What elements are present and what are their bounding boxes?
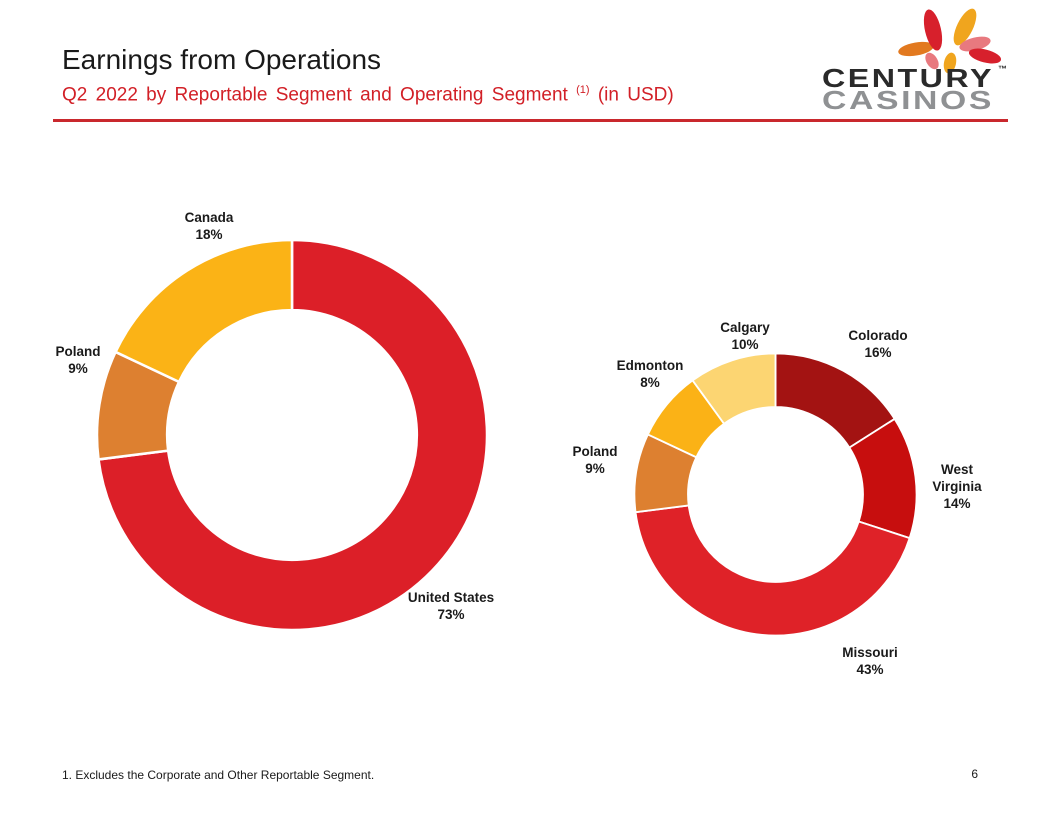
slice-label-colorado: Colorado 16% [848,327,907,361]
slice-label-canada: Canada 18% [185,209,234,243]
slice-label-edmonton: Edmonton 8% [617,357,684,391]
slice-value-text: 16% [864,345,892,360]
footnote: 1. Excludes the Corporate and Other Repo… [62,768,375,782]
slice-label-poland-left: Poland 9% [55,343,100,377]
slice-label-united-states: United States 73% [408,589,494,623]
donut-chart-reportable-segment [95,238,489,632]
slice-label-text: Poland [55,344,101,359]
slice-label-text: Calgary [720,320,770,335]
slice-value-text: 73% [437,607,465,622]
footnote-reference: (1) [576,84,590,96]
slice-label-text: Colorado [848,328,908,343]
slice-label-missouri: Missouri 43% [842,644,898,678]
page-subtitle: Q2 2022 by Reportable Segment and Operat… [62,84,674,106]
slice-value-text: 18% [195,227,223,242]
slice-label-text: United States [407,590,495,605]
slice-value-text: 9% [68,361,88,376]
logo-trademark-symbol: ™ [998,64,1007,74]
slice-value-text: 10% [731,337,759,352]
slice-label-calgary: Calgary 10% [720,319,770,353]
page-number: 6 [971,767,978,781]
slice-label-west-virginia: West Virginia 14% [918,461,996,512]
subtitle-text: Q2 2022 by Reportable Segment and Operat… [62,84,568,106]
donut-slice-united-states [97,238,489,632]
logo-wordmark-century: CENTURY [822,63,994,93]
slice-label-text: Poland [572,444,618,459]
slice-label-text: West Virginia [932,462,982,494]
slice-value-text: 14% [943,496,971,511]
logo-wordmark-casinos: CASINOS [822,85,994,115]
century-casinos-logo: CENTURY ™ CASINOS [820,6,1014,116]
slice-label-text: Canada [184,210,234,225]
slice-label-text: Missouri [842,645,898,660]
page-title: Earnings from Operations [62,44,382,75]
slice-value-text: 8% [640,375,660,390]
donut-chart-operating-segment [633,352,918,637]
starburst-icon [898,8,1002,74]
donut-slice-canada [114,238,294,384]
subtitle-unit: (in USD) [597,84,674,106]
logo-graphic: CENTURY ™ CASINOS [822,8,1007,115]
slice-value-text: 43% [856,662,884,677]
slice-value-text: 9% [585,461,605,476]
donut-slice-calgary [691,352,777,425]
donut-slice-missouri [634,504,911,637]
slice-label-poland-right: Poland 9% [572,443,617,477]
slice-label-text: Edmonton [616,358,684,373]
header-divider [53,119,1008,122]
